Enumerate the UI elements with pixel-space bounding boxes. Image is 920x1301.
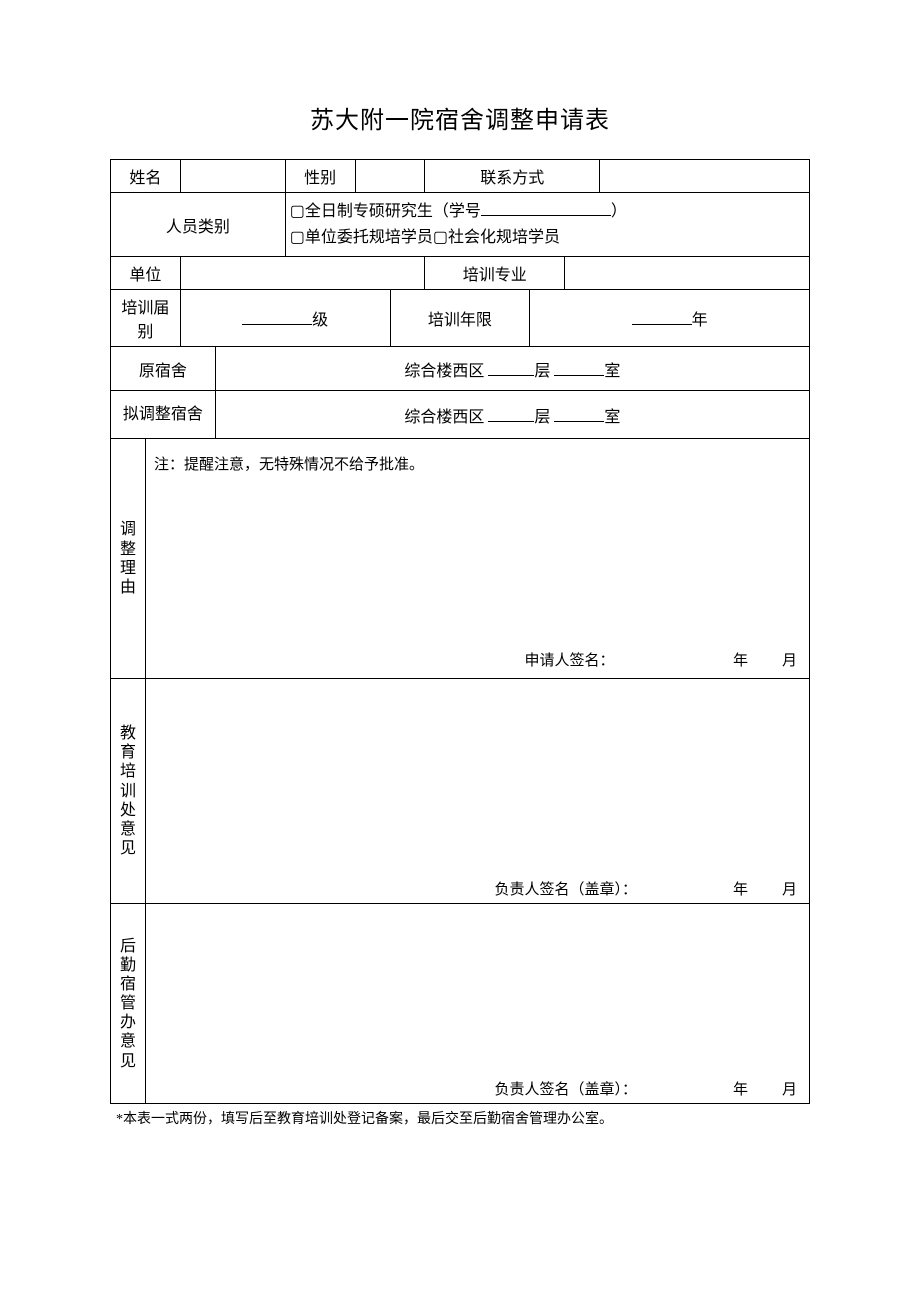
label-contact: 联系方式 (425, 160, 600, 193)
edu-signer-label: 负责人签名（盖章）： (465, 878, 638, 899)
checkbox-fulltime[interactable]: ▢ (290, 203, 305, 220)
proposed-dorm-text: 拟调整宿舍 (123, 406, 203, 423)
opt1-suffix: ） (611, 203, 627, 220)
value-unit[interactable] (180, 257, 425, 290)
opt2: 单位委托规培学员 (305, 229, 433, 246)
orig-dorm-prefix: 综合楼西区 (404, 363, 484, 380)
value-proposed-dorm[interactable]: 综合楼西区 层 室 (215, 391, 809, 439)
reason-note: 注：提醒注意，无特殊情况不给予批准。 (146, 439, 809, 482)
value-original-dorm[interactable]: 综合楼西区 层 室 (215, 347, 809, 391)
new-floor-suffix: 层 (534, 409, 550, 426)
value-training-years[interactable]: 年 (530, 290, 810, 347)
label-reason: 调整理由 (111, 439, 146, 679)
personnel-type-options[interactable]: ▢全日制专硕研究生（学号） ▢单位委托规培学员▢社会化规培学员 (285, 193, 809, 257)
checkbox-social[interactable]: ▢ (433, 229, 448, 246)
logistics-date[interactable]: 年月 (733, 1078, 801, 1099)
checkbox-unit-entrust[interactable]: ▢ (290, 229, 305, 246)
value-training-session[interactable]: 级 (180, 290, 390, 347)
label-name: 姓名 (111, 160, 181, 193)
opt1-prefix: 全日制专硕研究生（学号 (305, 203, 481, 220)
orig-floor-suffix: 层 (534, 363, 550, 380)
label-training-major: 培训专业 (425, 257, 565, 290)
orig-room-suffix: 室 (604, 363, 620, 380)
logistics-signer-label: 负责人签名（盖章）： (465, 1078, 638, 1099)
session-suffix: 级 (312, 312, 328, 329)
label-unit: 单位 (111, 257, 181, 290)
label-proposed-dorm: 拟调整宿舍 (111, 391, 216, 439)
value-training-major[interactable] (565, 257, 810, 290)
value-gender[interactable] (355, 160, 425, 193)
page-title: 苏大附一院宿舍调整申请表 (110, 100, 810, 135)
reason-date[interactable]: 年月 (733, 649, 801, 670)
reason-signer-label: 申请人签名： (465, 649, 615, 670)
new-room-suffix: 室 (604, 409, 620, 426)
footnote: *本表一式两份，填写后至教育培训处登记备案，最后交至后勤宿舍管理办公室。 (110, 1108, 810, 1128)
new-dorm-prefix: 综合楼西区 (404, 409, 484, 426)
section-reason[interactable]: 注：提醒注意，无特殊情况不给予批准。 申请人签名： 年月 (145, 439, 809, 679)
label-gender: 性别 (285, 160, 355, 193)
application-form-table: 姓名 性别 联系方式 人员类别 ▢全日制专硕研究生（学号） ▢单位委托规培学员▢… (110, 159, 810, 1104)
label-logistics-opinion: 后勤宿管办意见 (111, 904, 146, 1104)
label-edu-opinion: 教育培训处意见 (111, 679, 146, 904)
value-name[interactable] (180, 160, 285, 193)
section-logistics-opinion[interactable]: 负责人签名（盖章）： 年月 (145, 904, 809, 1104)
opt3: 社会化规培学员 (448, 229, 560, 246)
label-training-years: 培训年限 (390, 290, 530, 347)
label-training-session: 培训届别 (111, 290, 181, 347)
value-contact[interactable] (600, 160, 810, 193)
section-edu-opinion[interactable]: 负责人签名（盖章）： 年月 (145, 679, 809, 904)
edu-date[interactable]: 年月 (733, 878, 801, 899)
label-personnel-type: 人员类别 (111, 193, 286, 257)
label-original-dorm: 原宿舍 (111, 347, 216, 391)
student-id-blank[interactable] (481, 201, 611, 216)
years-suffix: 年 (692, 312, 708, 329)
